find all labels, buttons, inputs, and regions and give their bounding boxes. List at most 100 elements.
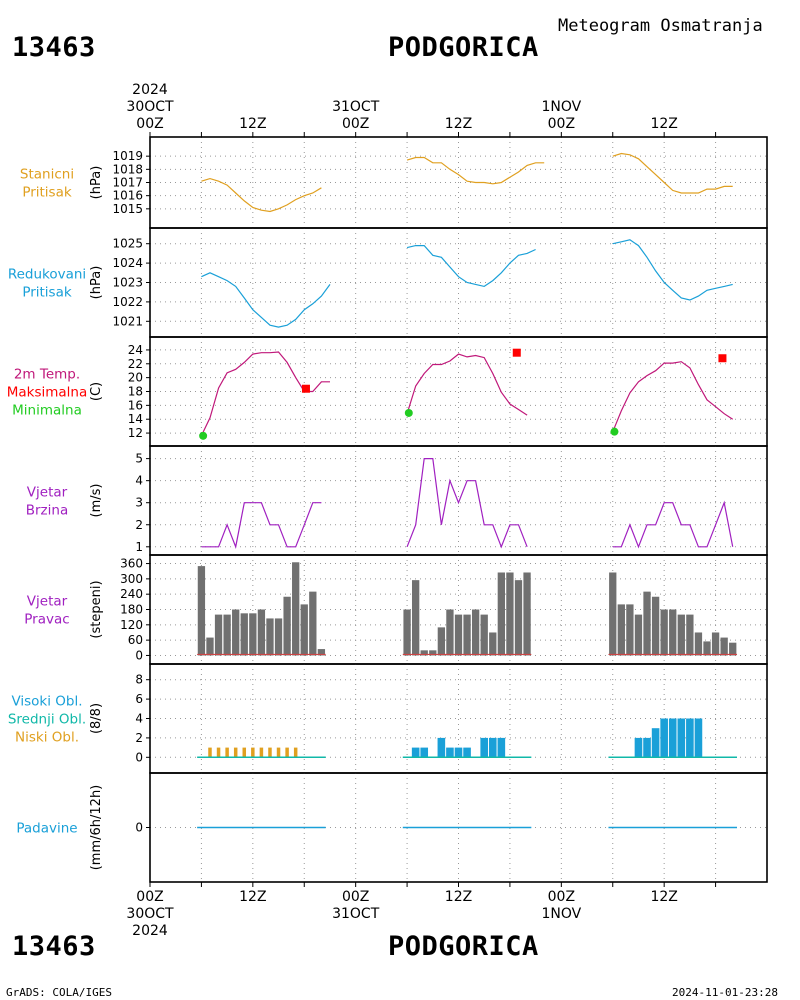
y-tick-label: 0 [135, 648, 143, 662]
y-tick-label: 1015 [112, 202, 143, 216]
panel-label: Pritisak [22, 185, 72, 201]
low-cloud-bar [251, 747, 255, 758]
direction-bar [660, 609, 668, 656]
time-label-bottom: 1NOV [541, 906, 581, 922]
high-cloud-bar [480, 737, 489, 758]
series-line [612, 239, 733, 301]
y-tick-label: 1023 [112, 276, 143, 290]
direction-bar [489, 632, 497, 656]
footer-credit: GrADS: COLA/IGES [6, 986, 112, 999]
direction-bar [703, 641, 711, 656]
y-tick-label: 4 [135, 474, 143, 488]
high-cloud-bar [686, 718, 694, 758]
high-cloud-bar [651, 728, 660, 758]
time-label-top: 00Z [342, 116, 369, 132]
panel-label: Niski Obl. [15, 730, 79, 746]
time-label-bottom: 12Z [239, 889, 266, 905]
series-line [612, 500, 734, 549]
panel-frame [149, 227, 768, 338]
direction-bar [240, 613, 248, 656]
low-cloud-bar [242, 747, 247, 758]
high-cloud-bar [454, 747, 463, 758]
series-line [406, 245, 536, 288]
series-line [201, 272, 331, 328]
low-cloud-bar [293, 747, 298, 758]
y-tick-label: 24 [128, 343, 143, 357]
direction-bar [437, 627, 446, 656]
panel-reduced_pressure: 1021 1022 1023 1024 1025 (hPa)Redukovani Priti… [8, 227, 768, 338]
high-cloud-bar [411, 747, 420, 758]
low-cloud-bar [216, 747, 221, 758]
y-tick-label: 60 [128, 633, 143, 647]
direction-bar [694, 632, 703, 656]
panel-label: Pritisak [22, 285, 72, 301]
panel-precipitation: 0 (mm/6h/12h) Padavine [16, 772, 768, 883]
high-cloud-bar [420, 747, 429, 758]
direction-bar [497, 572, 506, 656]
unit-label: (mm/6h/12h) [89, 785, 104, 871]
time-label-bottom: 31OCT [332, 906, 380, 922]
panel-label: Minimalna [12, 403, 82, 419]
unit-label: (hPa) [89, 266, 104, 300]
low-cloud-bar [208, 747, 212, 758]
y-tick-label: 2 [135, 518, 143, 532]
y-tick-label: 5 [135, 452, 143, 466]
high-cloud-bar [446, 747, 454, 758]
min-temp-marker [610, 427, 619, 436]
direction-bar [729, 642, 737, 656]
panel-label: Stanicni [20, 167, 74, 183]
direction-bar [411, 580, 420, 656]
y-tick-label: 1022 [112, 295, 143, 309]
time-label-top: 1NOV [541, 99, 581, 115]
station-id-top: 13463 [12, 32, 96, 63]
station-id-bottom: 13463 [12, 931, 96, 962]
direction-bar [429, 650, 437, 656]
time-label-bottom: 12Z [445, 889, 472, 905]
low-cloud-bar [276, 747, 281, 758]
low-cloud-bar [233, 747, 238, 758]
direction-bar [506, 572, 514, 656]
direction-bar [420, 650, 428, 656]
unit-label: (C) [89, 382, 104, 401]
y-tick-label: 120 [120, 618, 143, 632]
direction-bar [514, 580, 523, 656]
direction-bar [523, 572, 531, 656]
direction-bar [403, 609, 411, 656]
direction-bar [300, 604, 308, 656]
time-label-bottom: 2024 [132, 923, 168, 939]
footer-timestamp: 2024-11-01-23:28 [672, 986, 778, 999]
panels-layer: 10151016101710181019(hPa)StanicniPritisa… [7, 136, 768, 883]
high-cloud-bar [634, 737, 643, 758]
direction-bar [626, 604, 634, 656]
y-tick-label: 180 [120, 603, 143, 617]
panel-label: Vjetar [27, 594, 68, 610]
panel-label: Srednji Obl. [8, 712, 86, 728]
panel-frame [149, 336, 768, 447]
direction-bar [686, 614, 694, 656]
direction-bar [206, 637, 214, 656]
panel-label: Maksimalna [7, 385, 88, 401]
panel-label: Visoki Obl. [11, 694, 82, 710]
high-cloud-bar [437, 737, 446, 758]
y-tick-label: 1016 [112, 189, 143, 203]
y-tick-label: 240 [120, 587, 143, 601]
series-line [201, 177, 322, 213]
unit-label: (hPa) [89, 166, 104, 200]
direction-bar [617, 604, 625, 656]
y-tick-label: 4 [135, 712, 143, 726]
direction-bar [317, 649, 326, 656]
max-temp-marker [301, 384, 310, 393]
y-tick-label: 12 [128, 426, 143, 440]
series-line [201, 502, 322, 549]
unit-label: (m/s) [89, 484, 104, 518]
high-cloud-bar [463, 747, 471, 758]
series-line [612, 361, 734, 432]
direction-bar [677, 614, 685, 656]
time-label-top: 00Z [136, 116, 163, 132]
time-label-top: 12Z [239, 116, 266, 132]
y-tick-label: 22 [128, 357, 143, 371]
y-tick-label: 3 [135, 496, 143, 510]
low-cloud-bar [259, 747, 264, 758]
series-line [200, 351, 330, 437]
